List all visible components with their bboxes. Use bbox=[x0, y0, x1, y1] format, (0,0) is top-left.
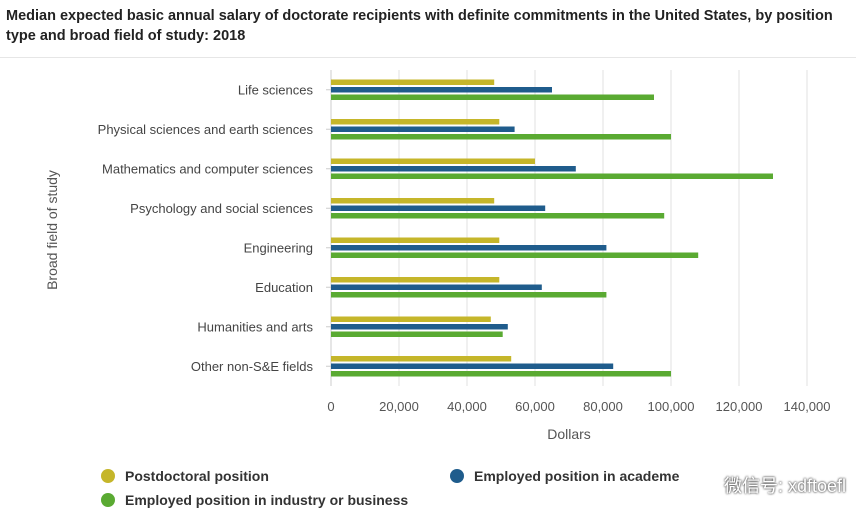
legend-swatch-academe bbox=[450, 469, 464, 483]
x-tick-label: 20,000 bbox=[379, 399, 419, 414]
category-label: Humanities and arts bbox=[197, 319, 313, 334]
title-divider bbox=[0, 57, 856, 58]
category-label: Life sciences bbox=[238, 82, 314, 97]
bar bbox=[331, 316, 491, 322]
bar bbox=[331, 198, 495, 204]
bar bbox=[331, 205, 546, 211]
category-label: Mathematics and computer sciences bbox=[102, 161, 313, 176]
legend-label: Employed position in industry or busines… bbox=[125, 492, 409, 508]
bar bbox=[331, 284, 542, 290]
x-axis-title: Dollars bbox=[547, 426, 591, 442]
bar bbox=[331, 119, 500, 125]
bar bbox=[331, 371, 671, 377]
category-label: Education bbox=[255, 280, 313, 295]
watermark: 微信号: xdftoefl bbox=[723, 476, 846, 496]
bar bbox=[331, 94, 654, 100]
legend-item-industry: Employed position in industry or busines… bbox=[101, 492, 408, 508]
legend-swatch-postdoctoral bbox=[101, 469, 115, 483]
bar bbox=[331, 252, 699, 258]
bar bbox=[331, 356, 512, 362]
x-tick-label: 40,000 bbox=[447, 399, 487, 414]
bar bbox=[331, 331, 503, 337]
x-tick-label: 120,000 bbox=[716, 399, 763, 414]
bar bbox=[331, 87, 552, 93]
x-tick-label: 0 bbox=[327, 399, 334, 414]
x-tick-label: 80,000 bbox=[583, 399, 623, 414]
legend-label: Postdoctoral position bbox=[125, 468, 269, 484]
legend-item-academe: Employed position in academe bbox=[450, 468, 679, 484]
bar bbox=[331, 245, 607, 251]
category-label: Physical sciences and earth sciences bbox=[98, 122, 314, 137]
legend-item-postdoctoral: Postdoctoral position bbox=[101, 468, 269, 484]
bar bbox=[331, 277, 500, 283]
bars bbox=[331, 79, 773, 377]
x-tick-labels: 0 20,000 40,000 60,000 80,000 100,000 120,000 1… bbox=[327, 399, 830, 414]
category-label: Other non-S&E fields bbox=[191, 359, 314, 374]
bar bbox=[331, 324, 508, 330]
legend-label: Employed position in academe bbox=[474, 468, 680, 484]
legend-swatch-industry bbox=[101, 493, 115, 507]
chart-title: Median expected basic annual salary of d… bbox=[6, 8, 833, 44]
bar bbox=[331, 166, 576, 172]
bar bbox=[331, 292, 607, 298]
gridlines bbox=[326, 70, 808, 386]
y-axis-title: Broad field of study bbox=[44, 170, 60, 290]
bar bbox=[331, 79, 495, 85]
bar bbox=[331, 237, 500, 243]
x-tick-label: 140,000 bbox=[784, 399, 831, 414]
x-tick-label: 60,000 bbox=[515, 399, 555, 414]
bar bbox=[331, 158, 535, 164]
category-label: Psychology and social sciences bbox=[130, 201, 313, 216]
bar bbox=[331, 173, 773, 179]
legend: Postdoctoral position Employed position … bbox=[0, 460, 856, 520]
category-labels: Life sciences Physical sciences and earth… bbox=[98, 82, 314, 374]
x-tick-label: 100,000 bbox=[648, 399, 695, 414]
bar bbox=[331, 134, 671, 140]
bar bbox=[331, 126, 515, 132]
category-label: Engineering bbox=[244, 240, 313, 255]
bar bbox=[331, 363, 614, 369]
bar bbox=[331, 213, 665, 219]
bar-chart: Life sciences Physical sciences and earth… bbox=[44, 70, 831, 442]
